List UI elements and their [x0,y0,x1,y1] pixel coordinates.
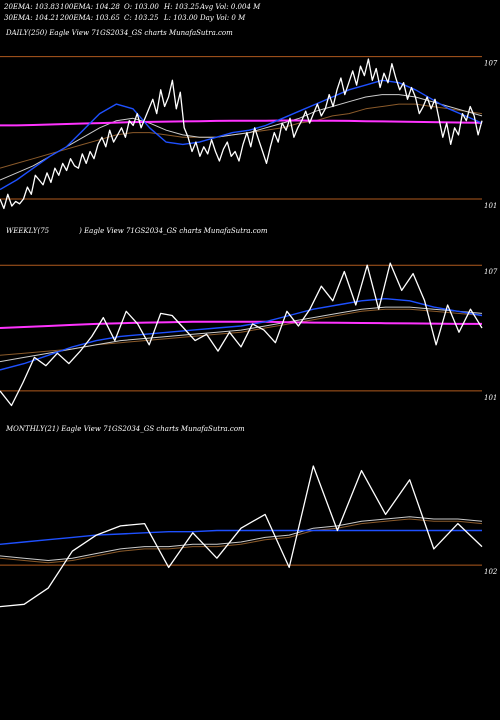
monthly-price-line [0,465,483,608]
daily-ema-slow-line [0,103,483,169]
weekly-tick-label-107: 107 [484,268,498,276]
avg-vol-readout: Avg Vol: 0.004 M [200,3,261,11]
daily-panel-title: DAILY(250) Eagle View 71GS2034_GS charts… [6,29,233,37]
open-readout: O: 103.00 [124,3,159,11]
daily-ema-fast-line [0,79,483,191]
weekly-title-left: WEEKLY(75 [6,227,50,235]
ema20-readout: 20EMA: 103.83 [4,3,60,11]
low-readout: L: 103.00 [164,14,198,22]
ema200-readout: 200EMA: 103.65 [60,14,120,22]
weekly-ema-mid-line [0,306,483,363]
monthly-ema-fast-line [0,529,482,545]
ema100-readout: 100EMA: 104.28 [60,3,120,11]
high-readout: H: 103.25 [164,3,200,11]
weekly-price-line [0,262,483,407]
monthly-panel-title: MONTHLY(21) Eagle View 71GS2034_GS chart… [6,425,245,433]
daily-ema-long-line [0,119,483,127]
weekly-tick-label-101: 101 [484,394,497,402]
monthly-tick-label-102: 102 [484,568,498,576]
daily-tick-label-101: 101 [484,202,497,210]
ema30-readout: 30EMA: 104.21 [4,14,60,22]
daily-price-line [0,58,483,210]
weekly-ema-fast-line [0,298,483,371]
daily-tick-label-107: 107 [484,60,498,68]
daily-ema-mid-line [0,94,483,181]
weekly-title-right: ) Eagle View 71GS2034_GS charts MunafaSu… [79,227,268,235]
monthly-ema-mid-line [0,516,483,561]
weekly-panel-title: WEEKLY(75 ) Eagle View 71GS2034_GS charts… [6,227,268,235]
monthly-ema-slow-line [0,518,483,564]
weekly-ema-slow-line [0,308,483,356]
day-vol-readout: Day Vol: 0 M [200,14,246,22]
weekly-ema-long-line [0,320,482,329]
close-readout: C: 103.25 [124,14,159,22]
stats-header: 20EMA: 103.83 100EMA: 104.28 O: 103.00 H… [4,2,260,123]
